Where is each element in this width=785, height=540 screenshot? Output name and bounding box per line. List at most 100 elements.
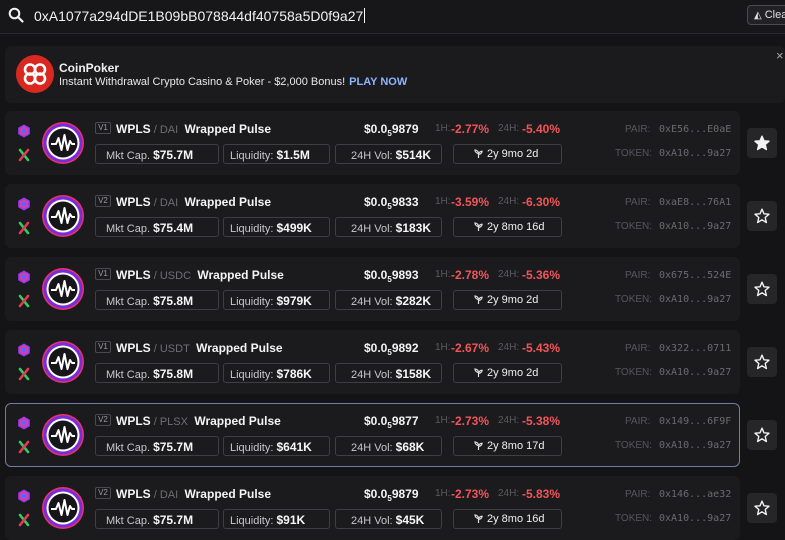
pair-symbol: WPLS / PLSX Wrapped Pulse: [116, 414, 281, 428]
text-cursor: [364, 8, 366, 23]
favorite-button[interactable]: [747, 493, 777, 523]
favorite-button[interactable]: [747, 128, 777, 158]
wpls-token-logo: [42, 195, 84, 237]
pulsex-icon: [18, 367, 30, 381]
star-icon: [754, 500, 770, 516]
market-cap: Mkt Cap. $75.7M: [95, 509, 219, 529]
change-1h-label: 1H:: [435, 342, 451, 353]
pair-row[interactable]: V1 WPLS / USDT Wrapped Pulse $0.059892 1…: [5, 330, 740, 394]
pulsex-icon: [18, 221, 30, 235]
change-24h-label: 24H:: [498, 342, 520, 353]
pair-age: 2y 9mo 2d: [453, 290, 562, 310]
sprout-icon: [474, 441, 483, 450]
star-icon: [754, 281, 770, 297]
token-address[interactable]: 0xA10...9a27: [659, 367, 732, 378]
change-1h: -2.73%: [451, 414, 490, 428]
pair-address[interactable]: 0xE56...E0aE: [659, 124, 732, 135]
pair-age: 2y 8mo 16d: [453, 217, 562, 237]
ad-banner[interactable]: CoinPoker Instant Withdrawal Crypto Casi…: [5, 46, 785, 103]
volume-24h: 24H Vol: $514K: [335, 144, 442, 164]
liquidity: Liquidity: $979K: [223, 290, 330, 310]
token-name: Wrapped Pulse: [194, 414, 281, 428]
ad-cta-link[interactable]: PLAY NOW: [349, 76, 408, 88]
change-1h: -2.73%: [451, 487, 490, 501]
change-1h: -2.77%: [451, 122, 490, 136]
close-icon[interactable]: ×: [776, 48, 784, 63]
change-24h: -5.43%: [522, 341, 561, 355]
pair-age: 2y 8mo 17d: [453, 436, 562, 456]
market-cap: Mkt Cap. $75.8M: [95, 363, 219, 383]
pair-address[interactable]: 0x146...ae32: [659, 489, 732, 500]
change-24h-label: 24H:: [498, 196, 520, 207]
version-badge: V2: [95, 487, 111, 499]
pair-row[interactable]: V1 WPLS / USDC Wrapped Pulse $0.059893 1…: [5, 257, 740, 321]
star-icon: [754, 354, 770, 370]
star-icon: [754, 135, 770, 151]
token-label: TOKEN:: [615, 148, 653, 159]
token-price: $0.059892: [364, 341, 419, 357]
pulsechain-icon: [18, 489, 30, 503]
change-1h-label: 1H:: [435, 488, 451, 499]
clear-button[interactable]: ◭Clear: [747, 5, 785, 25]
change-1h: -3.59%: [451, 195, 490, 209]
search-input[interactable]: 0xA1077a294dDE1B09bB078844df40758a5D0f9a…: [34, 8, 366, 24]
pair-address[interactable]: 0x675...524E: [659, 270, 732, 281]
version-badge: V1: [95, 268, 111, 280]
liquidity: Liquidity: $91K: [223, 509, 330, 529]
search-bar: 0xA1077a294dDE1B09bB078844df40758a5D0f9a…: [0, 0, 785, 34]
token-address[interactable]: 0xA10...9a27: [659, 294, 732, 305]
favorite-button[interactable]: [747, 420, 777, 450]
liquidity: Liquidity: $786K: [223, 363, 330, 383]
wpls-token-logo: [42, 268, 84, 310]
liquidity: Liquidity: $499K: [223, 217, 330, 237]
favorite-button[interactable]: [747, 274, 777, 304]
wpls-token-logo: [42, 487, 84, 529]
pulsex-icon: [18, 440, 30, 454]
token-name: Wrapped Pulse: [184, 195, 271, 209]
pair-row[interactable]: V2 WPLS / DAI Wrapped Pulse $0.059879 1H…: [5, 476, 740, 540]
wpls-token-logo: [42, 414, 84, 456]
change-1h-label: 1H:: [435, 415, 451, 426]
pair-row[interactable]: V1 WPLS / DAI Wrapped Pulse $0.059879 1H…: [5, 111, 740, 175]
pair-row[interactable]: V2 WPLS / DAI Wrapped Pulse $0.059833 1H…: [5, 184, 740, 248]
change-24h: -5.38%: [522, 414, 561, 428]
pair-row[interactable]: V2 WPLS / PLSX Wrapped Pulse $0.059877 1…: [5, 403, 740, 467]
volume-24h: 24H Vol: $158K: [335, 363, 442, 383]
token-address[interactable]: 0xA10...9a27: [659, 513, 732, 524]
pair-address[interactable]: 0xaE8...76A1: [659, 197, 732, 208]
version-badge: V2: [95, 414, 111, 426]
change-24h: -5.40%: [522, 122, 561, 136]
token-label: TOKEN:: [615, 221, 653, 232]
sprout-icon: [474, 514, 483, 523]
pair-label: PAIR:: [625, 489, 651, 500]
pair-symbol: WPLS / USDC Wrapped Pulse: [116, 268, 284, 282]
volume-24h: 24H Vol: $183K: [335, 217, 442, 237]
pulsechain-icon: [18, 197, 30, 211]
change-1h: -2.78%: [451, 268, 490, 282]
token-address[interactable]: 0xA10...9a27: [659, 148, 732, 159]
change-1h-label: 1H:: [435, 196, 451, 207]
pair-address[interactable]: 0x149...6F9F: [659, 416, 732, 427]
pulsechain-icon: [18, 343, 30, 357]
market-cap: Mkt Cap. $75.8M: [95, 290, 219, 310]
change-24h: -5.83%: [522, 487, 561, 501]
pulsechain-icon: [18, 270, 30, 284]
pulsechain-icon: [18, 124, 30, 138]
pair-address[interactable]: 0x322...0711: [659, 343, 732, 354]
pair-symbol: WPLS / DAI Wrapped Pulse: [116, 195, 271, 209]
ad-title: CoinPoker: [59, 61, 120, 75]
token-address[interactable]: 0xA10...9a27: [659, 221, 732, 232]
change-1h-label: 1H:: [435, 123, 451, 134]
ad-text: Instant Withdrawal Crypto Casino & Poker…: [59, 76, 408, 88]
change-24h-label: 24H:: [498, 123, 520, 134]
change-1h: -2.67%: [451, 341, 490, 355]
token-address[interactable]: 0xA10...9a27: [659, 440, 732, 451]
token-price: $0.059879: [364, 122, 419, 138]
pair-label: PAIR:: [625, 343, 651, 354]
eraser-icon: ◭: [754, 10, 762, 21]
pair-symbol: WPLS / USDT Wrapped Pulse: [116, 341, 283, 355]
favorite-button[interactable]: [747, 347, 777, 377]
favorite-button[interactable]: [747, 201, 777, 231]
change-24h-label: 24H:: [498, 488, 520, 499]
wpls-token-logo: [42, 122, 84, 164]
